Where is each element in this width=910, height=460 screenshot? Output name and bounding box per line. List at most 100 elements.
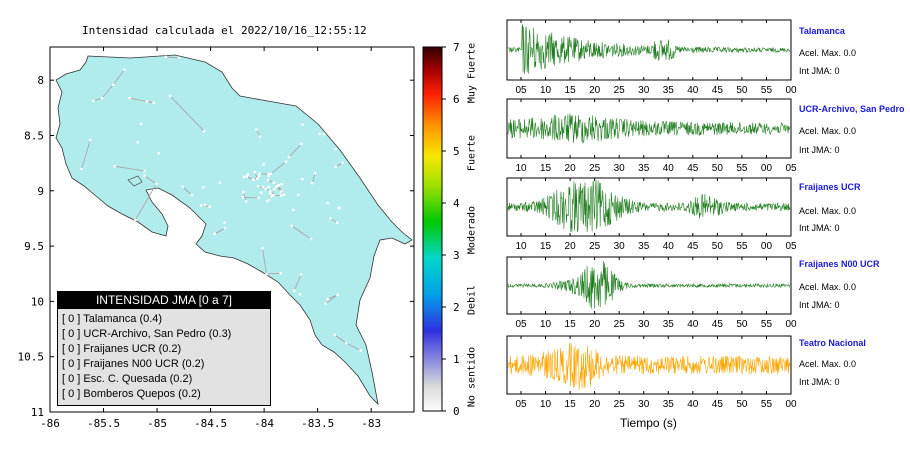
- legend-item: [ 0 ] UCR-Archivo, San Pedro (0.3): [58, 327, 270, 342]
- town-point: [334, 148, 337, 151]
- waveform-tick-label: 00: [785, 85, 797, 96]
- town-point: [272, 181, 275, 184]
- legend-item-jma: [ 0 ]: [62, 328, 81, 340]
- waveform-trace: [507, 24, 791, 75]
- waveform-tick-label: 50: [736, 399, 748, 410]
- map-y-tick-label: 10.5: [18, 351, 45, 364]
- legend-item: [ 0 ] Bomberos Quepos (0.2): [58, 387, 270, 402]
- legend-item: [ 0 ] Esc. C. Quesada (0.2): [58, 372, 270, 387]
- town-point: [139, 122, 143, 126]
- waveform-tick-label: 35: [663, 399, 675, 410]
- town-point: [267, 174, 270, 178]
- town-point: [269, 195, 273, 199]
- waveform-tick-label: 55: [736, 241, 748, 252]
- town-point: [334, 165, 338, 169]
- waveform-tick-label: 45: [712, 399, 724, 410]
- town-point: [268, 190, 272, 193]
- town-point: [258, 172, 261, 175]
- town-point: [88, 138, 92, 142]
- legend-item: [ 0 ] Fraijanes UCR (0.2): [58, 342, 270, 357]
- costa-rica-outline: [55, 54, 413, 406]
- town-point: [257, 174, 261, 178]
- map-x-tick-label: -86: [40, 417, 60, 430]
- town-points: [80, 55, 362, 352]
- town-point: [326, 297, 329, 301]
- town-point: [272, 194, 275, 197]
- map-x-tick-label: -84: [254, 417, 274, 430]
- road-line: [327, 294, 338, 300]
- town-point: [246, 173, 250, 176]
- town-point: [326, 201, 329, 205]
- town-point: [270, 194, 274, 197]
- waveform-tick-label: 50: [736, 319, 748, 330]
- town-point: [292, 208, 295, 212]
- town-point: [313, 172, 317, 175]
- waveform-tick-label: 30: [614, 163, 626, 174]
- town-point: [338, 206, 341, 210]
- map-y-tick-label: 8.5: [24, 129, 44, 142]
- town-point: [269, 172, 273, 175]
- town-point: [259, 191, 263, 194]
- town-point: [267, 185, 270, 189]
- road-line: [114, 165, 145, 172]
- station-jma: Int JMA: 0: [799, 300, 840, 310]
- town-point: [223, 221, 226, 224]
- town-point: [359, 349, 362, 352]
- road-line: [325, 294, 338, 305]
- town-point: [301, 177, 304, 181]
- waveform-tick-label: 05: [785, 241, 797, 252]
- road-line: [169, 95, 205, 132]
- waveform-tick-label: 40: [663, 241, 675, 252]
- town-point: [202, 186, 205, 189]
- town-point: [257, 196, 260, 200]
- road-line: [291, 225, 312, 240]
- map-y-tick-label: 9: [37, 185, 44, 198]
- town-point: [268, 192, 272, 195]
- waveform-tick-label: 50: [736, 85, 748, 96]
- waveform-tick-label: 10: [540, 319, 552, 330]
- town-point: [208, 205, 211, 208]
- town-point: [257, 184, 260, 188]
- waveform-tick-label: 50: [712, 241, 724, 252]
- town-point: [164, 55, 168, 59]
- waveform-tick-label: 35: [663, 85, 675, 96]
- station-jma: Int JMA: 0: [799, 223, 840, 233]
- costa-rica-land: [55, 54, 413, 406]
- town-point: [300, 142, 303, 146]
- station-acel: Acel. Max. 0.0: [799, 48, 857, 58]
- road-line: [182, 186, 193, 196]
- waveform-tick-label: 40: [663, 163, 675, 174]
- town-point: [279, 194, 283, 197]
- town-point: [213, 232, 216, 236]
- town-point: [333, 333, 336, 337]
- road-line: [129, 97, 147, 102]
- road-network: [81, 56, 361, 351]
- town-point: [265, 200, 269, 203]
- town-point: [258, 135, 262, 139]
- town-point: [261, 247, 264, 250]
- waveform-tick-label: 35: [638, 241, 650, 252]
- town-point: [123, 68, 126, 71]
- town-point: [155, 182, 158, 186]
- waveform-tick-label: 25: [589, 241, 601, 252]
- waveform-tick-label: 15: [540, 163, 552, 174]
- waveform-tick-label: 20: [589, 399, 601, 410]
- waveform-trace: [507, 261, 791, 309]
- waveform-tick-label: 55: [761, 319, 773, 330]
- road-line: [101, 84, 114, 99]
- town-point: [111, 83, 115, 86]
- town-point: [280, 190, 283, 193]
- road-line: [242, 192, 247, 202]
- town-point: [318, 132, 322, 136]
- waveform-tick-label: 45: [687, 241, 699, 252]
- road-line: [165, 56, 179, 59]
- town-point: [329, 217, 332, 220]
- town-point: [277, 183, 281, 187]
- town-point: [324, 302, 327, 305]
- map-x-tick-label: -83: [361, 417, 381, 430]
- waveform-trace: [507, 180, 791, 233]
- town-point: [284, 160, 288, 163]
- town-point: [309, 237, 313, 241]
- town-point: [203, 203, 206, 207]
